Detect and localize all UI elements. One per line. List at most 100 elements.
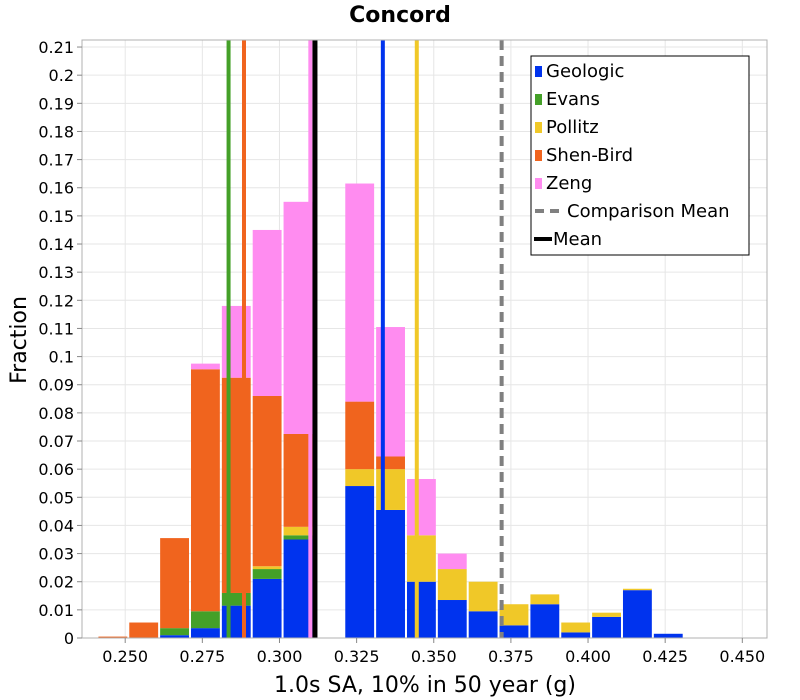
bar-pollitz — [437, 569, 467, 601]
x-tick-label: 0.275 — [179, 647, 225, 666]
bar-geologic — [592, 616, 621, 638]
bar-shen-bird — [283, 433, 313, 527]
x-tick-label: 0.450 — [719, 647, 765, 666]
bar-pollitz — [345, 469, 375, 487]
bar-pollitz — [406, 535, 436, 582]
bar-shen-bird — [376, 456, 405, 470]
bar-geologic — [406, 581, 436, 638]
legend-label-mean: Mean — [553, 229, 602, 250]
y-tick-label: 0.03 — [38, 545, 74, 564]
bar-geologic — [252, 578, 282, 638]
bar-pollitz — [561, 622, 591, 633]
bar-evans — [252, 569, 282, 579]
x-tick-label: 0.425 — [642, 647, 688, 666]
bar-geologic — [221, 605, 251, 638]
bar-geologic — [345, 486, 375, 638]
bar-pollitz — [530, 594, 560, 605]
bar-geologic — [561, 632, 591, 638]
bar-pollitz — [283, 526, 313, 536]
bar-shen-bird — [160, 538, 189, 629]
y-tick-label: 0.2 — [49, 66, 74, 85]
x-tick-label: 0.325 — [334, 647, 380, 666]
bar-shen-bird — [221, 377, 251, 593]
chart-title: Concord — [349, 3, 451, 28]
bar-geologic — [530, 604, 560, 638]
legend-swatch-evans — [535, 94, 542, 105]
bar-pollitz — [592, 612, 621, 617]
x-tick-label: 0.350 — [411, 647, 457, 666]
y-tick-label: 0.14 — [38, 235, 74, 254]
bar-zeng — [437, 553, 467, 570]
y-tick-label: 0.04 — [38, 516, 74, 535]
legend-box — [530, 55, 750, 256]
legend-label-comparison-mean: Comparison Mean — [567, 201, 730, 222]
y-tick-label: 0.15 — [38, 207, 74, 226]
legend-swatch-geologic — [535, 66, 542, 77]
legend-label-geologic: Geologic — [546, 61, 624, 82]
bar-zeng — [376, 327, 405, 457]
y-tick-label: 0.11 — [38, 319, 74, 338]
bar-shen-bird — [98, 636, 128, 638]
y-tick-label: 0.16 — [38, 179, 74, 198]
bar-geologic — [437, 600, 467, 638]
bar-shen-bird — [345, 401, 375, 470]
y-tick-label: 0.07 — [38, 432, 74, 451]
y-tick-label: 0.02 — [38, 573, 74, 592]
bar-geologic — [499, 625, 529, 638]
legend-swatch-shen-bird — [535, 150, 542, 161]
legend-label-evans: Evans — [546, 89, 600, 110]
y-tick-label: 0.13 — [38, 263, 74, 282]
bar-zeng — [190, 363, 220, 370]
bar-zeng — [406, 479, 436, 536]
plot-area — [81, 39, 768, 639]
bar-zeng — [283, 201, 313, 434]
x-tick-label: 0.375 — [488, 647, 534, 666]
legend-label-zeng: Zeng — [546, 173, 592, 194]
y-tick-label: 0.1 — [49, 348, 74, 367]
bar-geologic — [653, 633, 683, 638]
x-tick-label: 0.300 — [257, 647, 303, 666]
y-axis-ticks: 0 0.01 0.02 0.03 0.04 0.05 0.06 0.07 0.08 0.09 0.1… — [38, 38, 82, 648]
bar-evans — [283, 535, 313, 540]
y-tick-label: 0 — [64, 629, 74, 648]
y-tick-label: 0.09 — [38, 376, 74, 395]
bar-geologic — [622, 590, 652, 638]
y-tick-label: 0.12 — [38, 291, 74, 310]
legend-swatch-zeng — [535, 178, 542, 189]
x-tick-label: 0.400 — [565, 647, 611, 666]
y-tick-label: 0.05 — [38, 488, 74, 507]
bar-zeng — [345, 183, 375, 402]
bar-pollitz — [468, 581, 498, 612]
y-tick-label: 0.17 — [38, 151, 74, 170]
bar-geologic — [376, 509, 405, 638]
bar-pollitz — [376, 469, 405, 510]
bar-geologic — [468, 611, 498, 638]
y-tick-label: 0.08 — [38, 404, 74, 423]
bar-zeng — [252, 229, 282, 396]
x-axis-ticks: 0.250 0.275 0.300 0.325 0.350 0.375 0.400 0.425… — [102, 638, 765, 666]
bar-geologic — [283, 539, 313, 638]
y-axis-label: Fraction — [7, 296, 32, 384]
legend-swatch-pollitz — [535, 122, 542, 133]
y-tick-label: 0.06 — [38, 460, 74, 479]
legend: Geologic Evans Pollitz Shen-Bird Zeng Compari… — [530, 55, 750, 256]
bar-evans — [160, 628, 189, 636]
bar-evans — [190, 611, 220, 629]
y-tick-label: 0.19 — [38, 94, 74, 113]
bar-pollitz — [499, 604, 529, 626]
reference-lines — [226, 40, 504, 638]
x-tick-label: 0.250 — [102, 647, 148, 666]
bar-zeng — [221, 305, 251, 378]
bar-evans — [221, 592, 251, 606]
bar-geologic — [160, 635, 189, 638]
legend-label-shen-bird: Shen-Bird — [546, 145, 633, 166]
bar-pollitz — [252, 566, 282, 570]
y-tick-label: 0.21 — [38, 38, 74, 57]
y-tick-label: 0.18 — [38, 122, 74, 141]
bar-pollitz — [622, 588, 652, 591]
x-axis-label: 1.0s SA, 10% in 50 year (g) — [274, 673, 576, 698]
bar-shen-bird — [252, 395, 282, 567]
bar-shen-bird — [129, 622, 159, 638]
bar-geologic — [190, 628, 220, 638]
